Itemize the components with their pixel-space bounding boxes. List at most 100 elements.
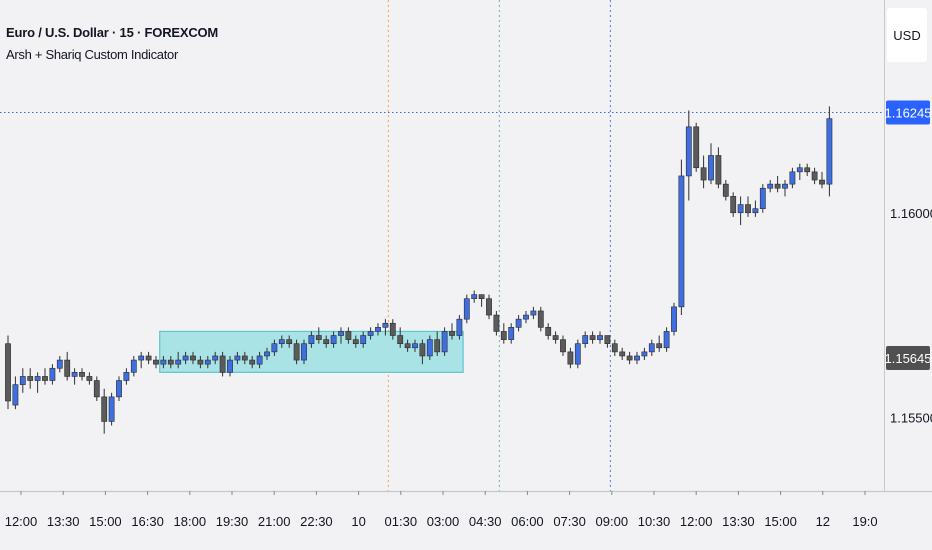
- candle[interactable]: [486, 294, 492, 320]
- candle[interactable]: [478, 294, 485, 307]
- indicator-name[interactable]: Arsh + Shariq Custom Indicator: [6, 47, 178, 62]
- candle[interactable]: [397, 327, 404, 348]
- candle[interactable]: [560, 335, 566, 356]
- candle[interactable]: [708, 143, 714, 185]
- candle[interactable]: [79, 368, 85, 381]
- candle[interactable]: [153, 355, 159, 369]
- candle[interactable]: [101, 388, 108, 434]
- candle[interactable]: [589, 331, 596, 344]
- candle[interactable]: [12, 376, 19, 410]
- candle[interactable]: [34, 372, 41, 393]
- candle[interactable]: [611, 339, 618, 356]
- candle[interactable]: [86, 372, 93, 385]
- candle[interactable]: [508, 323, 515, 344]
- candle[interactable]: [767, 180, 774, 193]
- candle[interactable]: [745, 196, 751, 217]
- candle[interactable]: [463, 294, 470, 324]
- candle[interactable]: [315, 327, 322, 344]
- candle[interactable]: [308, 331, 315, 348]
- candle[interactable]: [619, 347, 626, 361]
- candle[interactable]: [582, 331, 589, 348]
- candle[interactable]: [789, 167, 796, 189]
- candle[interactable]: [108, 392, 115, 426]
- candle[interactable]: [804, 163, 811, 176]
- candle[interactable]: [404, 339, 411, 352]
- candle[interactable]: [656, 335, 663, 352]
- candle[interactable]: [212, 351, 219, 365]
- candle[interactable]: [530, 306, 537, 320]
- candle[interactable]: [271, 339, 278, 356]
- symbol-title[interactable]: Euro / U.S. Dollar · 15 · FOREXCOM: [6, 25, 219, 40]
- candle[interactable]: [338, 327, 344, 344]
- candle[interactable]: [774, 175, 781, 193]
- candle[interactable]: [567, 347, 574, 369]
- candle[interactable]: [671, 302, 677, 336]
- candle[interactable]: [641, 347, 648, 361]
- candle[interactable]: [634, 351, 640, 365]
- candle[interactable]: [286, 335, 293, 348]
- candle[interactable]: [700, 155, 707, 189]
- candle[interactable]: [145, 351, 152, 365]
- candle[interactable]: [730, 192, 737, 217]
- candle[interactable]: [175, 351, 182, 369]
- candle[interactable]: [515, 315, 522, 332]
- candle[interactable]: [648, 339, 655, 356]
- candle[interactable]: [293, 339, 300, 365]
- candle[interactable]: [471, 290, 478, 303]
- candle[interactable]: [227, 355, 233, 377]
- last-price-label[interactable]: 1.16245: [885, 100, 932, 125]
- candle[interactable]: [190, 351, 196, 365]
- candle[interactable]: [782, 180, 788, 197]
- candle[interactable]: [5, 335, 11, 410]
- candle[interactable]: [352, 335, 359, 348]
- candle[interactable]: [523, 310, 529, 324]
- candle[interactable]: [604, 335, 611, 348]
- candle[interactable]: [323, 335, 330, 348]
- candle[interactable]: [116, 376, 122, 401]
- price-axis[interactable]: [884, 0, 932, 550]
- candle[interactable]: [56, 355, 63, 373]
- candle[interactable]: [301, 339, 307, 365]
- candle[interactable]: [811, 167, 818, 185]
- candle[interactable]: [752, 200, 759, 217]
- candle[interactable]: [234, 351, 241, 365]
- candle[interactable]: [819, 171, 825, 189]
- candle[interactable]: [737, 196, 744, 226]
- candle[interactable]: [678, 159, 685, 316]
- candle[interactable]: [626, 351, 633, 365]
- candle[interactable]: [597, 331, 603, 344]
- candle[interactable]: [49, 364, 56, 385]
- candle[interactable]: [204, 355, 211, 369]
- candle[interactable]: [160, 355, 167, 369]
- candle[interactable]: [256, 351, 263, 369]
- candle[interactable]: [241, 351, 248, 365]
- current-price-label[interactable]: 1.15645: [885, 346, 932, 371]
- candle[interactable]: [434, 331, 441, 356]
- candle[interactable]: [138, 351, 145, 369]
- candle[interactable]: [663, 327, 670, 352]
- candle[interactable]: [685, 110, 692, 201]
- candle[interactable]: [219, 351, 226, 377]
- candle[interactable]: [42, 368, 48, 385]
- candle[interactable]: [93, 376, 100, 401]
- candle[interactable]: [130, 355, 137, 377]
- candle[interactable]: [345, 327, 352, 344]
- candle[interactable]: [27, 368, 34, 389]
- candle[interactable]: [123, 368, 130, 385]
- candle[interactable]: [71, 368, 78, 385]
- time-axis[interactable]: [0, 491, 932, 550]
- candle[interactable]: [574, 339, 581, 369]
- candle[interactable]: [367, 327, 374, 340]
- candle[interactable]: [375, 323, 381, 336]
- candle[interactable]: [759, 184, 766, 213]
- candle[interactable]: [19, 368, 26, 393]
- currency-button[interactable]: USD: [887, 8, 927, 62]
- candle[interactable]: [64, 351, 71, 381]
- candle[interactable]: [441, 327, 448, 356]
- candle[interactable]: [500, 323, 507, 344]
- candle[interactable]: [278, 335, 285, 348]
- candle[interactable]: [197, 355, 204, 369]
- candle[interactable]: [796, 163, 803, 181]
- candle[interactable]: [493, 310, 500, 336]
- candle[interactable]: [545, 323, 552, 340]
